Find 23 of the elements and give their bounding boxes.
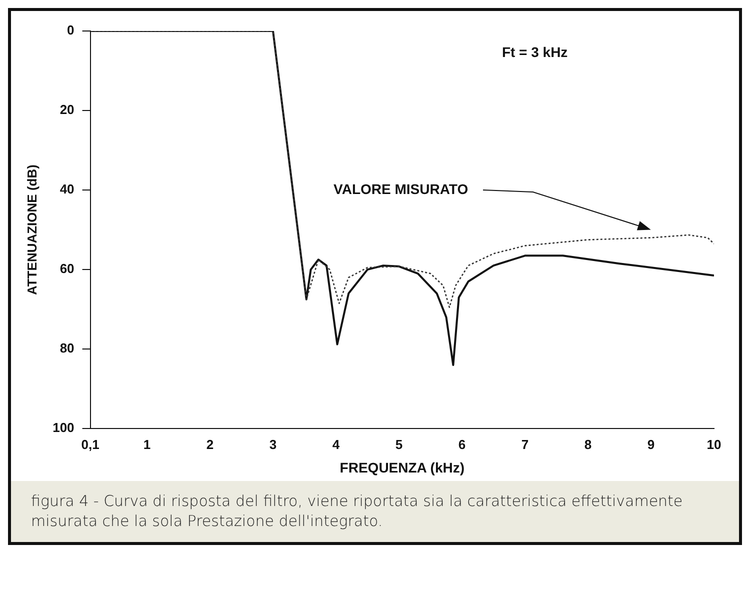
line-series	[90, 31, 714, 308]
x-tick-label: 10	[706, 436, 722, 452]
x-tick-label: 2	[206, 436, 214, 452]
y-tick-label: 80	[60, 340, 74, 356]
x-tick-label: 1	[143, 436, 151, 452]
x-tick-label: 6	[458, 436, 466, 452]
x-tick-label: 7	[521, 436, 529, 452]
y-tick-label: 60	[60, 261, 74, 276]
x-tick-label: 8	[584, 436, 592, 452]
y-tick-label: 0	[67, 22, 74, 38]
y-axis-title: ATTENUAZIONE (dB)	[24, 164, 40, 296]
x-tick-label: 0,1	[81, 436, 100, 452]
y-tick-label: 40	[60, 182, 74, 197]
x-tick-label: 9	[647, 436, 655, 452]
x-tick-label: 3	[269, 436, 277, 452]
text: figura 4 - Curva di risposta del filtro, viene riportata sia la caratteristica effettivamente misurata che la sola Prestazione dell'integrato.	[11, 481, 739, 542]
x-tick-label: 5	[395, 436, 403, 452]
x-tick-label: 4	[332, 436, 340, 452]
annotation: Ft = 3 kHz	[502, 44, 568, 60]
text: VALORE MISURATO	[334, 180, 468, 197]
y-tick-label: 100	[52, 420, 74, 436]
y-tick-label: 20	[60, 102, 74, 118]
x-axis-title: FREQUENZA (kHz)	[340, 459, 464, 476]
